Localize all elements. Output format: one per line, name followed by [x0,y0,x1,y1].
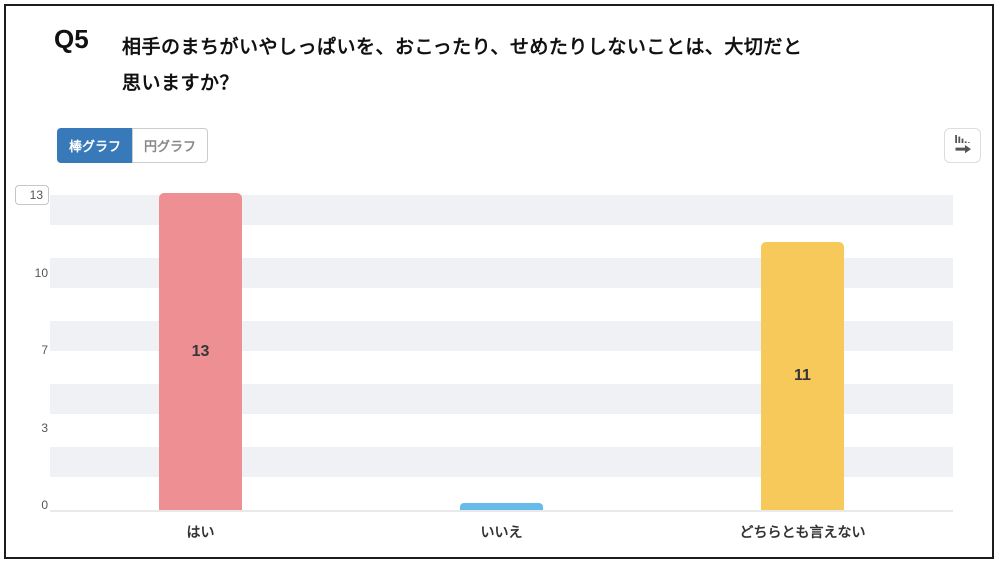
tab-bar-chart[interactable]: 棒グラフ [57,128,133,163]
y-tick-label: 0 [41,498,48,512]
category-axis: はい いいえ どちらとも言えない [50,520,953,544]
export-chart-button[interactable] [944,128,981,163]
bar-3[interactable]: 11 [761,242,844,510]
y-tick-label: 7 [41,343,48,357]
y-axis: 13 10 7 3 0 [0,185,49,512]
category-label: はい [186,524,215,540]
bar-value-label: 11 [794,367,811,384]
category-label: どちらとも言えない [739,524,866,540]
plot-area: 13 11 [50,193,953,512]
y-tick-label: 13 [14,185,49,205]
category-label: いいえ [480,524,523,540]
question-number: Q5 [54,24,89,54]
bar-value-label: 13 [191,342,210,360]
y-tick-label: 10 [34,265,48,280]
y-tick-label: 3 [41,420,48,435]
bar-chart-next-icon [952,133,974,158]
bar-1[interactable]: 13 [158,193,242,510]
chart-type-tabs: 棒グラフ 円グラフ [57,128,209,163]
tab-pie-chart[interactable]: 円グラフ [132,128,209,163]
bar-2[interactable] [460,503,543,510]
question-text: 相手のまちがいやしっぱいを、おこったり、せめたりしないことは、大切だと 思います… [122,37,803,94]
